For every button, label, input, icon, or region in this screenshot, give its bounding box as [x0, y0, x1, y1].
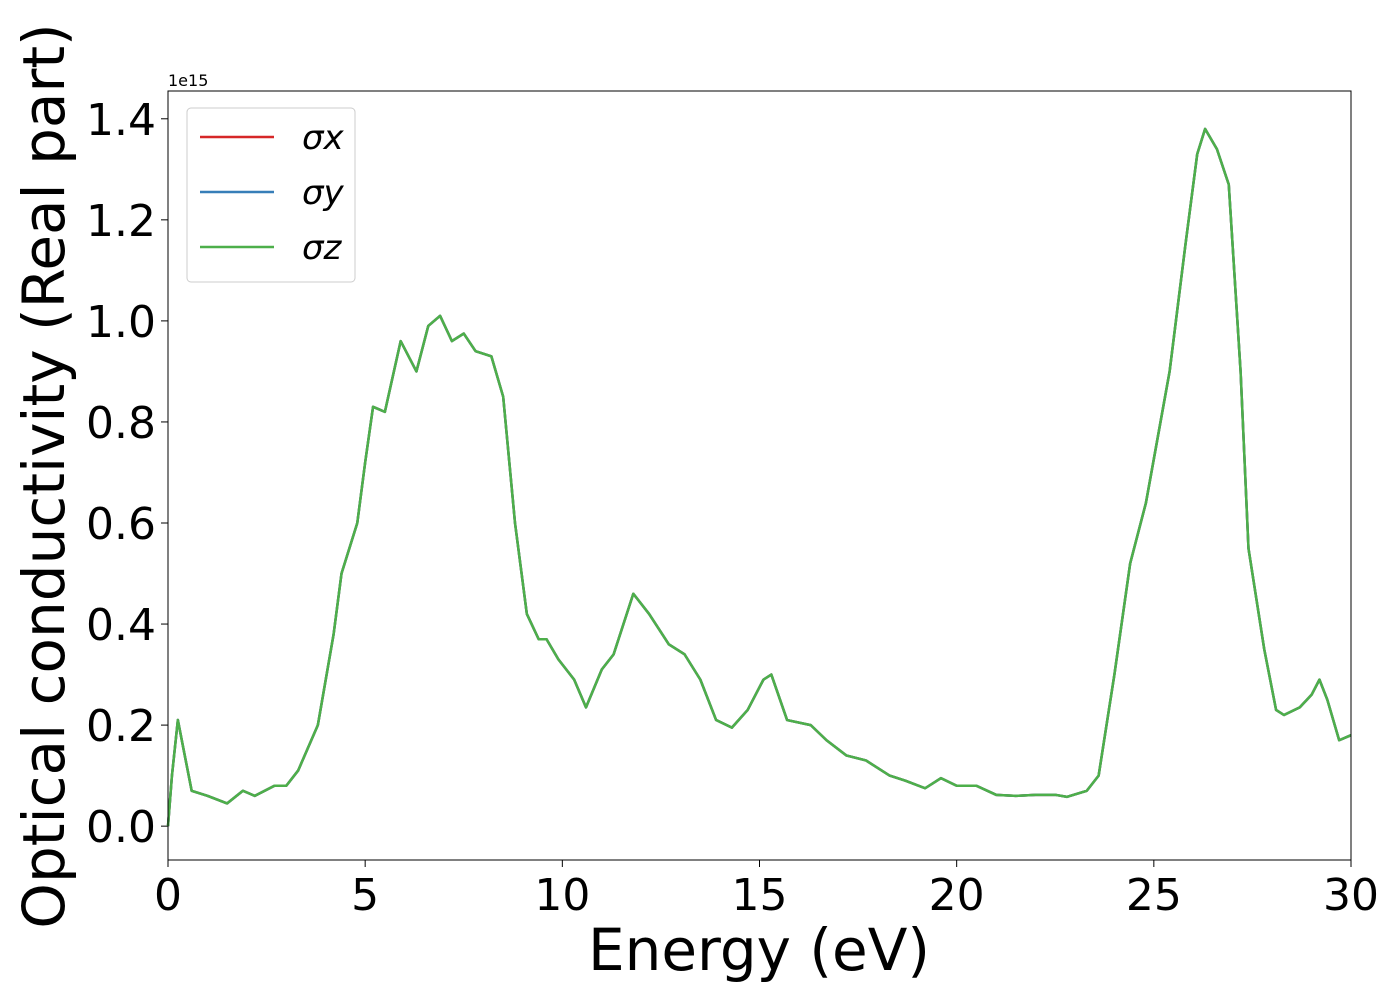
x-tick-label: 25 [1126, 870, 1182, 921]
x-tick-label: 5 [351, 870, 379, 921]
legend-label: σx [302, 118, 345, 158]
y-tick-label: 0.0 [86, 802, 156, 853]
x-tick-label: 10 [534, 870, 590, 921]
y-tick-label: 1.0 [86, 297, 156, 348]
x-axis-label: Energy (eV) [588, 916, 930, 984]
y-tick-label: 1.2 [86, 196, 156, 247]
legend-label: σz [302, 228, 343, 268]
y-tick-label: 0.2 [86, 701, 156, 752]
y-tick-label: 0.4 [86, 600, 156, 651]
series-line [166, 127, 1352, 827]
legend-label: σy [302, 173, 345, 213]
y-axis-label: Optical conductivity (Real part) [10, 23, 78, 928]
y-tick-label: 0.6 [86, 499, 156, 550]
y-tick-label: 1.4 [86, 95, 156, 146]
x-tick-label: 30 [1323, 870, 1379, 921]
plot-frame [167, 90, 1352, 861]
y-offset-label: 1e15 [168, 71, 208, 90]
legend-box [186, 107, 356, 283]
y-tick-label: 0.8 [86, 398, 156, 449]
x-tick-label: 15 [732, 870, 788, 921]
x-tick-label: 20 [929, 870, 985, 921]
x-tick-label: 0 [154, 870, 182, 921]
